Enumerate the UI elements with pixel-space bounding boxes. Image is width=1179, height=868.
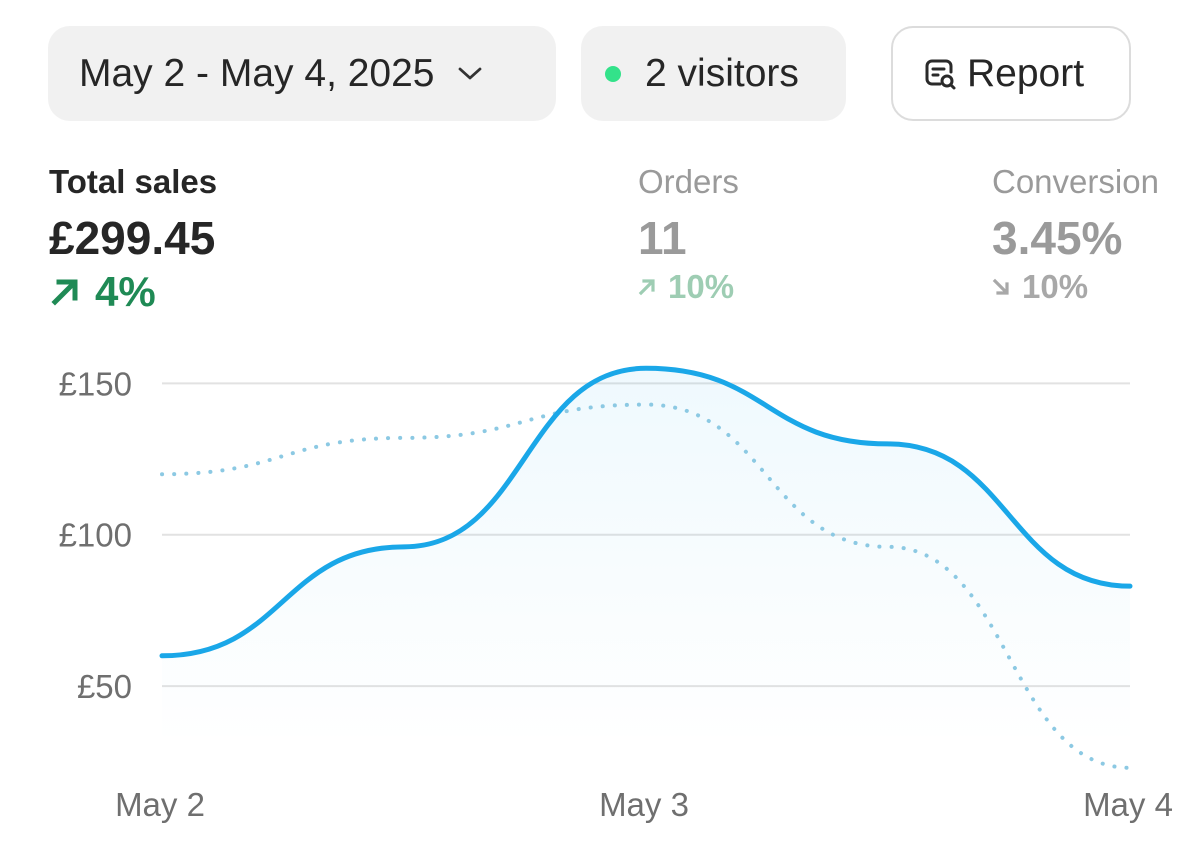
total-sales-change: 4% (49, 268, 217, 316)
visitors-button[interactable]: 2 visitors (581, 26, 846, 121)
y-tick-label: £50 (77, 668, 132, 705)
chart-area-fill (162, 368, 1130, 747)
chevron-down-icon (457, 66, 483, 82)
visitors-label: 2 visitors (645, 51, 799, 95)
arrow-down-right-icon (992, 278, 1009, 295)
chart-series-current (159, 365, 1133, 659)
metric-total-sales[interactable]: Total sales £299.45 4% (49, 162, 217, 316)
metric-orders[interactable]: Orders 11 10% (638, 162, 739, 306)
x-tick-label: May 4 (1083, 786, 1173, 823)
report-search-icon (923, 57, 957, 91)
total-sales-value: £299.45 (49, 212, 216, 264)
date-range-button[interactable]: May 2 - May 4, 2025 (48, 26, 556, 121)
x-tick-label: May 2 (115, 786, 205, 823)
y-tick-label: £150 (59, 365, 132, 402)
x-tick-label: May 3 (599, 786, 689, 823)
report-label: Report (967, 51, 1085, 95)
total-sales-change-value: 4% (95, 268, 156, 315)
date-range-label: May 2 - May 4, 2025 (79, 51, 435, 95)
y-tick-label: £100 (59, 517, 132, 554)
arrow-up-right-icon (638, 279, 655, 296)
conversion-change-value: 10% (1022, 268, 1089, 305)
report-button[interactable]: Report (891, 26, 1131, 121)
metric-conversion[interactable]: Conversion 3.45% 10% (992, 162, 1159, 306)
status-dot-icon (605, 65, 621, 82)
orders-label: Orders (638, 163, 739, 200)
chart-y-axis: £50 £100 £150 (59, 365, 132, 705)
orders-change: 10% (638, 268, 739, 306)
total-sales-label: Total sales (49, 163, 218, 200)
arrow-up-right-icon (51, 279, 78, 306)
orders-change-value: 10% (668, 268, 735, 305)
orders-value: 11 (638, 212, 687, 264)
conversion-label: Conversion (992, 163, 1159, 200)
chart-series-comparison (160, 402, 1132, 770)
conversion-value: 3.45% (992, 212, 1123, 264)
chart-x-axis: May 2 May 3 May 4 (115, 786, 1173, 823)
conversion-change: 10% (992, 268, 1159, 306)
